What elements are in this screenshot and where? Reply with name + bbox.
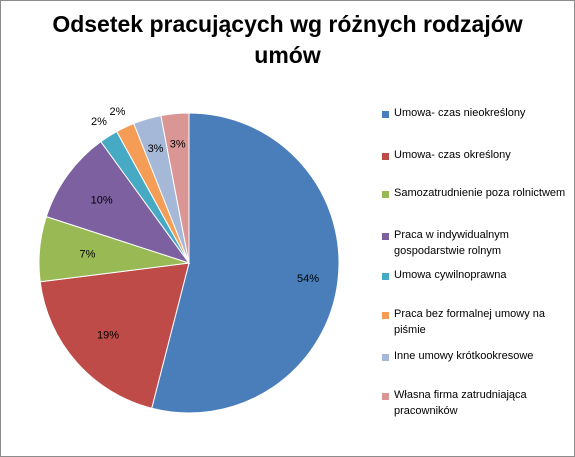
legend-swatch-3 xyxy=(382,191,389,198)
legend-label-6: Praca bez formalnej umowy na piśmie xyxy=(394,308,546,336)
pie-slice-4 xyxy=(45,140,191,264)
legend-swatch-1 xyxy=(382,111,389,118)
legend-label-5: Umowa cywilnoprawna xyxy=(394,269,507,281)
legend-swatch-2 xyxy=(382,153,389,160)
data-label-7: 3% xyxy=(148,143,164,155)
pie-slice-1 xyxy=(151,112,340,414)
legend-swatch-6 xyxy=(382,312,389,319)
legend-label-2: Umowa- czas określony xyxy=(394,149,511,161)
legend-swatch-5 xyxy=(382,273,389,280)
legend-label-7: Inne umowy krótkookresowe xyxy=(394,350,534,362)
data-label-4: 10% xyxy=(91,195,113,207)
chart-title: Odsetek pracujących wg różnych rodzajów … xyxy=(52,11,523,68)
data-label-8: 3% xyxy=(170,139,186,151)
legend-label-8: Własna firma zatrudniająca pracowników xyxy=(394,389,527,417)
legend-label-4: Praca w indywidualnym gospodarstwie roln… xyxy=(394,229,509,257)
pie-slice-2 xyxy=(39,262,190,409)
legend-swatch-7 xyxy=(382,354,389,361)
legend-label-1: Umowa- czas nieokreślony xyxy=(394,107,526,119)
data-label-2: 19% xyxy=(97,329,119,341)
legend-label-3: Samozatrudnienie poza rolnictwem xyxy=(394,187,566,199)
pie-slice-8 xyxy=(160,112,190,264)
data-label-1: 54% xyxy=(297,273,319,285)
data-label-6: 2% xyxy=(110,106,126,118)
data-label-5: 2% xyxy=(91,116,107,128)
legend-swatch-8 xyxy=(382,393,389,400)
legend-swatch-4 xyxy=(382,233,389,240)
data-label-3: 7% xyxy=(79,248,95,260)
